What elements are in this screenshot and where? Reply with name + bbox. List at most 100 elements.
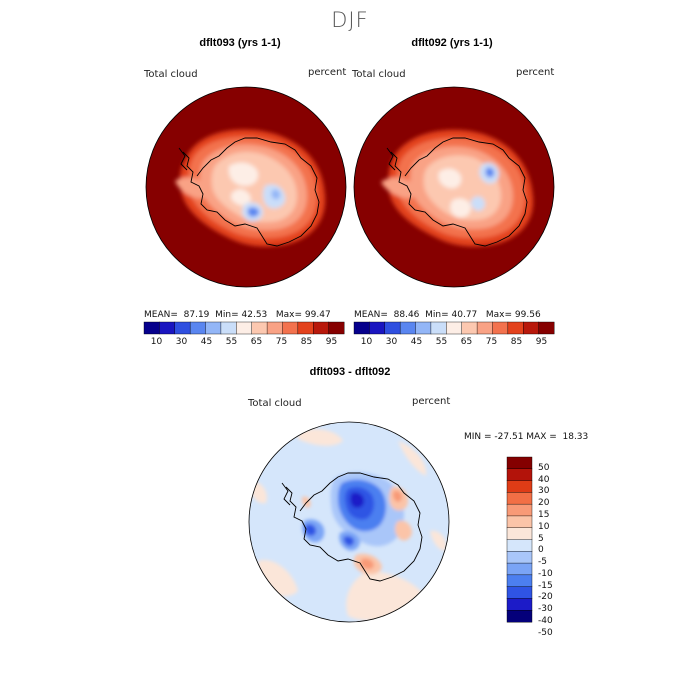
colorbar-tick-label: 45 [410,337,423,347]
colorbar-swatch [415,321,432,335]
colorbar-swatch [506,539,533,552]
panel-1-colorbar-ticks: 10 30 45 55 65 75 85 95 [144,337,344,349]
panel-1-units-label: percent [308,67,347,78]
colorbar-swatch [251,321,268,335]
colorbar-swatch [282,321,299,335]
colorbar-swatch [506,468,533,481]
panel-1-stats: MEAN= 87.19 Min= 42.53 Max= 99.47 [144,310,331,320]
colorbar-tick-label: 95 [535,337,548,347]
difference-units-label: percent [412,396,451,407]
difference-min-max: MIN = -27.51 MAX = 18.33 [464,432,589,442]
panel-1-mean-label: MEAN= [144,310,178,320]
colorbar-swatch [506,456,533,470]
difference-polar-map [248,421,450,623]
panel-1-max-value: 99.47 [304,310,331,320]
panel-2-coastline [390,137,528,247]
colorbar-swatch [538,321,555,335]
colorbar-swatch [266,321,283,335]
colorbar-swatch [506,574,533,588]
colorbar-swatch [492,321,509,335]
colorbar-tick-label: 0 [538,545,544,556]
difference-map-border [248,421,450,623]
difference-title: dflt093 - dflt092 [309,366,391,378]
panel-1-min-label: Min= [215,310,239,320]
colorbar-tick-label: 65 [250,337,263,347]
colorbar-swatch [328,321,345,335]
colorbar-swatch [159,321,176,335]
colorbar-tick-label: -15 [538,580,553,591]
colorbar-swatch [506,527,533,540]
difference-colorbar [506,456,533,623]
colorbar-tick-label: 75 [275,337,288,347]
difference-colorbar-ticks: 50 40 30 20 15 10 5 0 -5 -10 -15 -20 -30 -40 -50 [538,457,578,638]
colorbar-tick-label: 30 [175,337,188,347]
colorbar-swatch [236,321,253,335]
panel-1-colorbar [143,321,345,335]
panel-1-polar-map [145,86,347,288]
colorbar-swatch [189,321,206,335]
panel-1-map-border [145,86,347,288]
colorbar-swatch [369,321,386,335]
colorbar-tick-label: 30 [538,486,550,497]
colorbar-tick-label: 20 [538,498,550,509]
panel-2-max-label: Max= [485,310,513,320]
panel-2-polar-map [353,86,555,288]
colorbar-swatch [507,321,524,335]
panel-2-map-border [353,86,555,288]
panel-2-min-label: Min= [425,310,449,320]
colorbar-tick-label: 55 [435,337,448,347]
colorbar-swatch [506,598,533,611]
colorbar-tick-label: 50 [538,462,550,473]
colorbar-swatch [506,586,533,599]
panel-2-colorbar-ticks: 10 30 45 55 65 75 85 95 [354,337,554,349]
colorbar-tick-label: -10 [538,568,553,579]
panel-1-min-value: 42.53 [241,310,268,320]
difference-coastline [285,472,423,582]
colorbar-tick-label: 10 [360,337,373,347]
colorbar-tick-label: -40 [538,616,553,626]
colorbar-tick-label: 45 [200,337,213,347]
colorbar-swatch [506,503,533,517]
colorbar-tick-label: 10 [538,521,550,532]
panel-2-colorbar [353,321,555,335]
colorbar-swatch [506,515,533,529]
panel-2-title: dflt092 (yrs 1-1) [411,37,493,49]
panel-2-min-value: 40.77 [451,310,478,320]
colorbar-swatch [143,321,160,335]
panel-2-units-label: percent [516,67,555,78]
colorbar-tick-label: 40 [538,474,550,485]
panel-1-variable-label: Total cloud [144,69,198,80]
colorbar-swatch [430,321,447,335]
season-title: DJF [331,8,369,32]
colorbar-tick-label: 65 [460,337,473,347]
colorbar-swatch [205,321,222,335]
colorbar-swatch [476,321,493,335]
colorbar-tick-label: -50 [538,627,553,638]
colorbar-tick-label: 85 [300,337,313,347]
colorbar-swatch [461,321,478,335]
colorbar-tick-label: 75 [485,337,498,347]
colorbar-tick-label: 15 [538,509,550,520]
colorbar-swatch [220,321,237,335]
colorbar-tick-label: 85 [510,337,523,347]
colorbar-swatch [506,562,533,576]
colorbar-tick-label: -20 [538,592,553,603]
difference-variable-label: Total cloud [248,398,302,409]
colorbar-swatch [297,321,314,335]
colorbar-tick-label: 10 [150,337,163,347]
colorbar-swatch [506,492,533,505]
colorbar-swatch [506,480,533,493]
colorbar-tick-label: 30 [385,337,398,347]
panel-1-mean-value: 87.19 [183,310,210,320]
colorbar-swatch [313,321,330,335]
panel-1-title: dflt093 (yrs 1-1) [199,37,281,49]
panel-2-stats: MEAN= 88.46 Min= 40.77 Max= 99.56 [354,310,541,320]
colorbar-tick-label: -30 [538,604,553,615]
colorbar-tick-label: 5 [538,533,544,544]
colorbar-swatch [399,321,416,335]
panel-2-variable-label: Total cloud [352,69,406,80]
colorbar-swatch [174,321,191,335]
panel-2-mean-label: MEAN= [354,310,388,320]
colorbar-swatch [353,321,370,335]
colorbar-swatch [446,321,463,335]
